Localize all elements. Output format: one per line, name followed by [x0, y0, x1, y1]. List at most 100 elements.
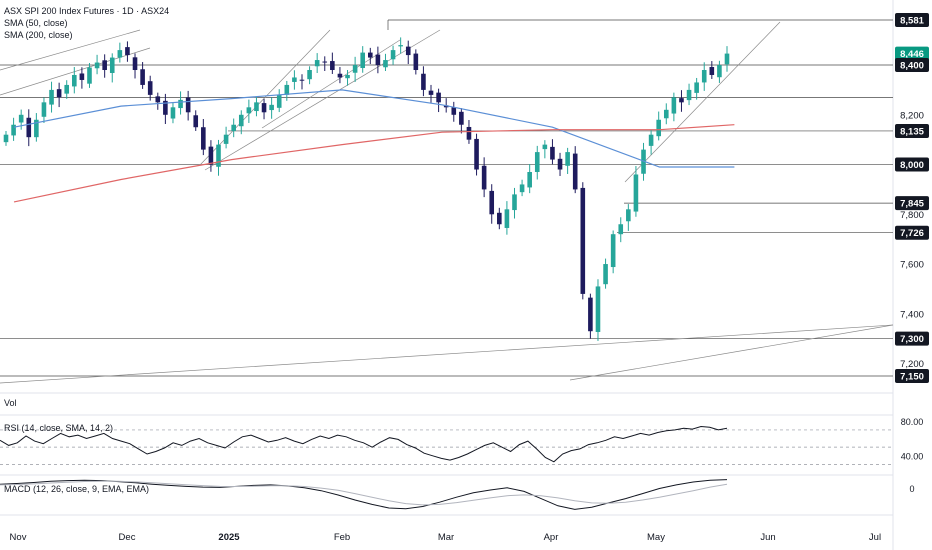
bear-candle: [125, 47, 130, 56]
price-tick-label: 7,800: [900, 210, 924, 221]
rsi-tick-label: 40.00: [901, 451, 924, 461]
trend-line: [204, 29, 441, 171]
bull-candle: [49, 89, 54, 105]
bear-candle: [451, 107, 457, 115]
sma50-legend[interactable]: SMA (50, close): [4, 18, 68, 28]
sma200-line: [13, 124, 735, 203]
level-label: 8,135: [900, 126, 924, 137]
trend-line: [261, 39, 401, 129]
rsi-tick-label: 80.00: [901, 417, 924, 427]
macd-pane-label[interactable]: MACD (12, 26, close, 9, EMA, EMA): [4, 484, 150, 494]
rsi-pane: 80.00 40.00: [0, 417, 923, 465]
bear-candle: [679, 98, 684, 103]
level-badge: [895, 196, 929, 211]
level-label: 7,726: [900, 228, 924, 239]
bear-candle: [557, 158, 563, 170]
bull-candle: [724, 53, 730, 65]
level-label: 8,000: [900, 160, 924, 171]
time-axis: Nov Dec 2025 Feb Mar Apr May Jun Jul: [10, 532, 882, 543]
level-label: 7,845: [900, 199, 924, 210]
bull-candle: [390, 50, 396, 60]
bull-candle: [34, 119, 39, 138]
time-tick-label: Feb: [334, 532, 350, 543]
bear-candle: [375, 54, 381, 66]
bull-candle: [109, 57, 115, 73]
bull-candle: [618, 224, 624, 235]
bull-candle: [64, 84, 70, 94]
bull-candle: [314, 60, 320, 67]
bear-candle: [185, 97, 191, 113]
level-badge: [895, 157, 929, 172]
bull-candle: [3, 134, 9, 143]
bear-candle: [330, 61, 335, 71]
bull-candle: [398, 45, 403, 47]
level-badge: [895, 369, 929, 383]
bear-candle: [155, 96, 161, 103]
time-tick-label: 2025: [218, 532, 240, 543]
bull-candle: [648, 134, 654, 146]
bull-candle: [246, 107, 252, 114]
bull-candle: [534, 152, 540, 173]
last-price-label: 8,446: [900, 49, 924, 60]
bull-candle: [216, 144, 221, 167]
macd-tick-label: 0: [909, 484, 914, 494]
bear-candle: [102, 60, 107, 71]
time-tick-label: Nov: [10, 532, 27, 543]
volume-pane-label[interactable]: Vol: [4, 398, 17, 408]
bear-candle: [466, 126, 472, 140]
trend-line: [0, 324, 894, 384]
bull-candle: [504, 209, 510, 228]
bull-candle: [41, 102, 47, 117]
bull-candle: [360, 52, 366, 69]
bear-candle: [132, 57, 138, 71]
bull-candle: [626, 209, 631, 222]
level-badge: [895, 331, 929, 346]
bear-candle: [261, 103, 267, 113]
bull-candle: [603, 264, 608, 285]
bull-candle: [694, 82, 699, 93]
level-badge: [895, 225, 929, 240]
bull-candle: [663, 109, 669, 119]
bear-candle: [550, 146, 555, 160]
bull-candle: [345, 74, 350, 79]
bull-candle: [519, 184, 525, 193]
bear-candle: [436, 92, 441, 103]
bear-candle: [588, 297, 593, 332]
bull-candle: [656, 119, 661, 137]
bear-candle: [413, 53, 419, 71]
bear-candle: [367, 52, 373, 58]
bull-candle: [170, 107, 176, 119]
bear-candle: [428, 90, 434, 95]
bear-candle: [208, 146, 214, 165]
level-label: 7,300: [900, 334, 924, 345]
bull-candle: [383, 60, 388, 68]
main-price-pane: [0, 0, 894, 550]
bull-candle: [633, 174, 639, 212]
candles: [3, 37, 730, 341]
bull-candle: [686, 89, 692, 101]
bull-candle: [72, 74, 77, 87]
bull-candle: [352, 65, 358, 73]
bear-candle: [459, 111, 464, 125]
bear-candle: [147, 81, 153, 95]
rsi-pane-label[interactable]: RSI (14, close, SMA, 14, 2): [4, 423, 114, 433]
time-tick-label: Jul: [869, 532, 881, 543]
rsi-line: [0, 425, 728, 463]
price-tick-label: 7,400: [900, 309, 924, 320]
bear-candle: [709, 67, 715, 75]
level-label: 8,400: [900, 61, 924, 72]
bull-candle: [284, 84, 290, 95]
price-tick-label: 7,200: [900, 359, 924, 370]
bull-candle: [94, 62, 100, 69]
bull-candle: [11, 124, 16, 136]
bull-candle: [717, 65, 722, 78]
bear-candle: [474, 138, 479, 170]
time-tick-label: May: [647, 532, 665, 543]
time-tick-label: Jun: [760, 532, 775, 543]
sma200-legend[interactable]: SMA (200, close): [4, 30, 73, 40]
bear-candle: [580, 187, 586, 294]
bear-candle: [322, 61, 328, 63]
bear-candle: [497, 212, 502, 225]
